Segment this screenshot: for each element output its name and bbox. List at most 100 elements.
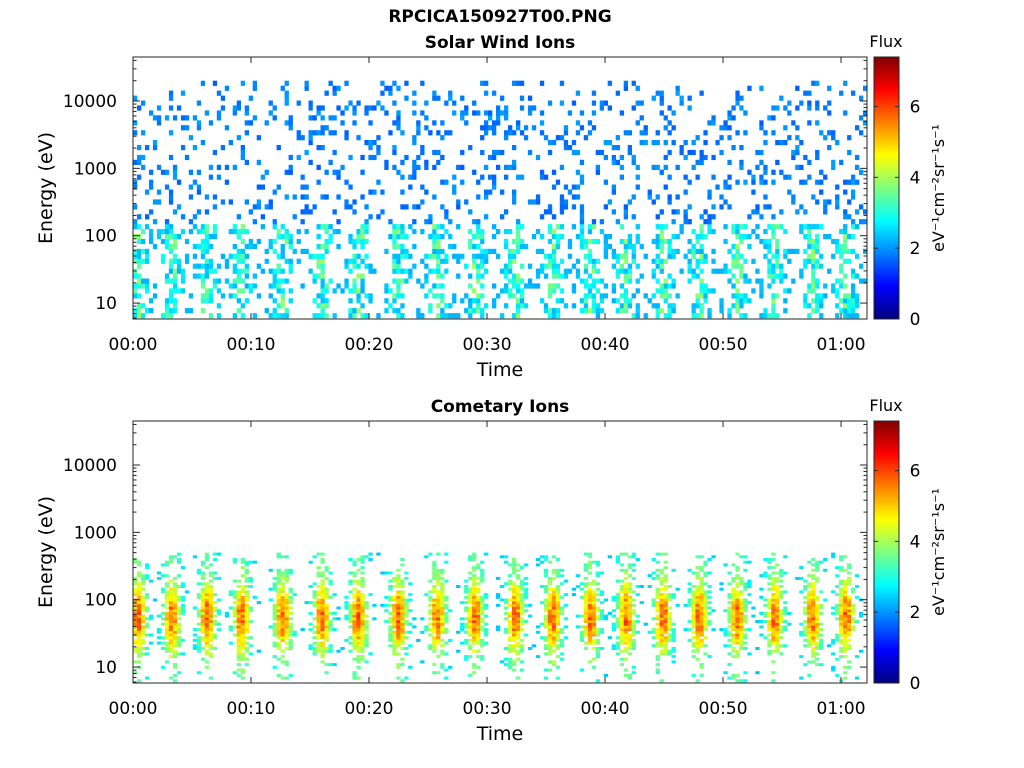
heatmap-cell: [775, 598, 780, 602]
heatmap-cell: [400, 614, 405, 618]
heatmap-cell: [567, 189, 573, 195]
heatmap-cell: [811, 609, 816, 613]
heatmap-cell: [460, 149, 465, 156]
heatmap-cell: [623, 625, 628, 629]
heatmap-cell: [388, 636, 393, 640]
heatmap-cell: [216, 164, 222, 170]
heatmap-cell: [508, 598, 513, 602]
heatmap-cell: [240, 303, 245, 309]
heatmap-cell: [743, 313, 748, 319]
heatmap-cell: [655, 668, 660, 672]
heatmap-cell: [316, 617, 321, 621]
heatmap-cell: [400, 189, 405, 195]
heatmap-cell: [168, 234, 174, 240]
heatmap-cell: [356, 100, 361, 106]
heatmap-cell: [767, 611, 772, 615]
heatmap-cell: [591, 625, 597, 629]
heatmap-cell: [855, 224, 860, 230]
heatmap-cell: [480, 229, 485, 235]
heatmap-cell: [440, 606, 445, 610]
heatmap-cell: [496, 576, 501, 580]
heatmap-cell: [579, 204, 585, 210]
heatmap-cell: [675, 85, 680, 91]
heatmap-cell: [236, 298, 241, 304]
heatmap-cell: [300, 209, 305, 215]
heatmap-cell: [707, 622, 712, 626]
heatmap-cell: [663, 184, 668, 190]
heatmap-cell: [168, 601, 174, 605]
heatmap-cell: [160, 636, 166, 640]
heatmap-cell: [360, 644, 365, 648]
heatmap-cell: [547, 140, 553, 146]
heatmap-cell: [595, 647, 600, 650]
heatmap-cell: [635, 184, 640, 190]
heatmap-cell: [739, 679, 744, 683]
heatmap-cell: [691, 606, 696, 610]
heatmap-cell: [480, 644, 485, 648]
heatmap-cell: [320, 595, 325, 599]
heatmap-cell: [807, 595, 812, 599]
heatmap-cell: [547, 293, 553, 299]
heatmap-cell: [296, 238, 301, 245]
heatmap-cell: [675, 164, 680, 170]
heatmap-cell: [204, 641, 210, 645]
heatmap-cell: [547, 636, 553, 640]
heatmap-cell: [133, 579, 138, 583]
heatmap-cell: [843, 229, 848, 235]
heatmap-cell: [847, 644, 852, 648]
heatmap-cell: [771, 552, 776, 556]
heatmap-cell: [133, 582, 138, 586]
heatmap-cell: [703, 209, 708, 215]
heatmap-cell: [659, 90, 664, 96]
heatmap-cell: [535, 625, 541, 629]
heatmap-cell: [400, 278, 405, 284]
heatmap-cell: [731, 283, 736, 289]
heatmap-cell: [468, 587, 473, 591]
heatmap-cell: [827, 85, 832, 91]
y-tick-label: 10000: [63, 92, 117, 112]
heatmap-cell: [623, 673, 628, 677]
heatmap-cell: [352, 603, 357, 607]
heatmap-cell: [133, 611, 138, 615]
heatmap-cell: [336, 243, 341, 250]
heatmap-cell: [424, 219, 429, 225]
heatmap-cell: [623, 258, 628, 264]
heatmap-cell: [631, 154, 636, 161]
heatmap-cell: [579, 668, 585, 672]
heatmap-cell: [164, 611, 170, 615]
heatmap-cell: [555, 571, 561, 575]
heatmap-cell: [324, 590, 329, 594]
heatmap-cell: [472, 576, 477, 580]
heatmap-cell: [691, 644, 696, 648]
heatmap-cell: [603, 154, 608, 161]
heatmap-cell: [276, 283, 281, 289]
heatmap-cell: [260, 184, 265, 190]
heatmap-cell: [579, 587, 585, 591]
heatmap-cell: [859, 130, 864, 136]
heatmap-cell: [519, 598, 525, 602]
heatmap-cell: [168, 558, 174, 561]
heatmap-cell: [472, 641, 477, 645]
heatmap-cell: [703, 595, 708, 599]
heatmap-cell: [751, 606, 756, 610]
heatmap-cell: [519, 105, 525, 111]
heatmap-cell: [133, 628, 138, 632]
heatmap-cell: [448, 130, 453, 136]
heatmap-cell: [196, 649, 202, 653]
heatmap-cell: [739, 263, 744, 269]
heatmap-cell: [819, 130, 824, 136]
heatmap-cell: [248, 288, 253, 294]
heatmap-cell: [611, 154, 616, 161]
heatmap-cell: [248, 209, 253, 215]
heatmap-cell: [671, 628, 676, 632]
heatmap-cell: [663, 552, 668, 556]
heatmap-cell: [364, 229, 369, 235]
heatmap-cell: [428, 268, 433, 274]
heatmap-cell: [803, 644, 808, 648]
heatmap-cell: [272, 238, 277, 245]
heatmap-cell: [392, 308, 397, 314]
heatmap-cell: [480, 609, 485, 613]
heatmap-cell: [392, 606, 397, 610]
heatmap-cell: [579, 238, 585, 245]
